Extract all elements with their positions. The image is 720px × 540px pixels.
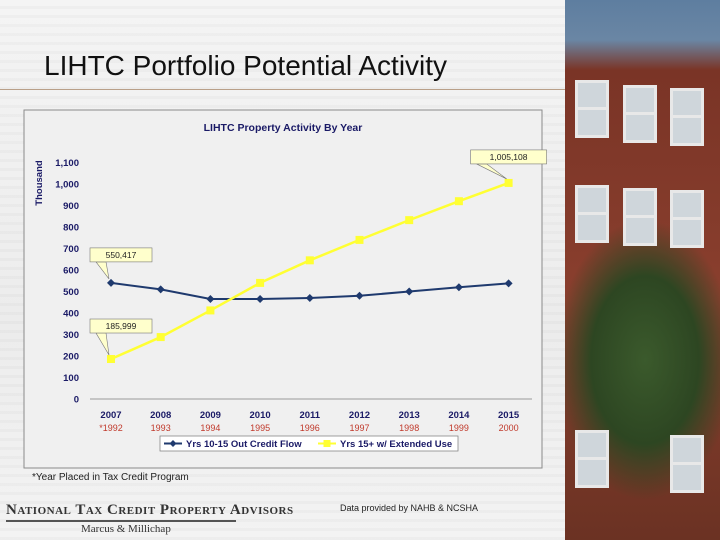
- y-tick-label: 1,100: [55, 158, 79, 169]
- slide-title: LIHTC Portfolio Potential Activity: [44, 50, 448, 81]
- data-point: [107, 355, 115, 364]
- callout-box: [89, 318, 153, 334]
- photo-window: [623, 188, 657, 246]
- y-tick-label: 600: [63, 266, 79, 277]
- x-tick-label: 2013: [399, 410, 420, 421]
- x-tick-label: 2012: [349, 410, 370, 421]
- x-secondary-label: 1994: [200, 423, 220, 433]
- data-point: [156, 333, 165, 342]
- x-secondary-label: 1998: [399, 423, 419, 433]
- legend-box: [159, 435, 459, 452]
- legend-marker: [323, 440, 331, 447]
- x-tick-label: 2010: [250, 410, 271, 421]
- data-point: [305, 293, 314, 302]
- legend-label: Yrs 15+ w/ Extended Use: [340, 439, 452, 450]
- callout-label: 1,005,108: [490, 152, 528, 162]
- data-point: [156, 285, 165, 294]
- annotations: 550,417 185,999 1,005,108: [89, 149, 547, 356]
- y-tick-label: 400: [63, 309, 79, 320]
- title-divider: [0, 89, 565, 90]
- y-axis: 0 100 200 300 400 500 600 700 800 900 1,000 1,100: [55, 158, 532, 406]
- x-secondary-label: 1997: [349, 423, 369, 433]
- photo-window: [670, 88, 704, 146]
- y-tick-label: 900: [63, 201, 79, 212]
- logo-name: National Tax Credit Property Advisors: [6, 502, 294, 518]
- data-point: [504, 178, 513, 187]
- data-point: [454, 197, 463, 206]
- legend: Yrs 10-15 Out Credit Flow Yrs 15+ w/ Exte…: [159, 435, 459, 452]
- photo-window: [670, 435, 704, 493]
- callout-box: [89, 247, 153, 263]
- series-group: [107, 178, 513, 364]
- data-point: [454, 283, 463, 292]
- footnote: *Year Placed in Tax Credit Program: [32, 472, 189, 483]
- photo-window: [670, 190, 704, 248]
- y-tick-label: 100: [63, 373, 79, 384]
- x-tick-label: 2009: [200, 410, 221, 421]
- photo-window: [623, 85, 657, 143]
- y-tick-label: 800: [63, 223, 79, 234]
- data-point: [405, 216, 414, 225]
- chart-frame: [23, 109, 543, 469]
- y-tick-label: 200: [63, 352, 79, 363]
- x-tick-label: 2008: [150, 410, 171, 421]
- x-tick-label: 2011: [299, 410, 320, 421]
- data-point: [355, 291, 364, 300]
- x-tick-label: 2015: [498, 410, 520, 421]
- y-tick-label: 1,000: [55, 180, 79, 191]
- data-point: [256, 295, 265, 304]
- y-axis-label: Thousand: [34, 160, 45, 206]
- x-axis: 2007 *1992 2008 1993 2009 1994 2010 1995 2011 199…: [99, 410, 520, 433]
- building-photo: [565, 0, 720, 540]
- y-tick-label: 0: [74, 395, 79, 406]
- x-secondary-label: 1995: [250, 423, 270, 433]
- company-logo: National Tax Credit Property Advisors Ma…: [6, 502, 294, 538]
- x-secondary-label: 1996: [300, 423, 320, 433]
- data-point: [107, 278, 115, 287]
- legend-label: Yrs 10-15 Out Credit Flow: [186, 439, 302, 450]
- data-point: [355, 235, 364, 244]
- data-point: [206, 306, 215, 315]
- photo-window: [575, 185, 609, 243]
- x-secondary-label: 1993: [151, 423, 171, 433]
- photo-window: [575, 80, 609, 138]
- data-point: [405, 287, 414, 296]
- x-secondary-label: 2000: [499, 423, 519, 433]
- logo-rule: [6, 520, 236, 522]
- x-tick-label: 2014: [448, 410, 470, 421]
- y-tick-label: 500: [63, 287, 79, 298]
- callout-label: 185,999: [106, 321, 137, 331]
- photo-window: [575, 430, 609, 488]
- callout-label: 550,417: [106, 250, 137, 260]
- data-point: [305, 256, 314, 265]
- x-secondary-label: *1992: [99, 423, 123, 433]
- x-tick-label: 2007: [100, 410, 121, 421]
- data-point: [206, 295, 215, 304]
- data-point: [504, 279, 513, 288]
- data-credit: Data provided by NAHB & NCSHA: [340, 503, 479, 513]
- legend-marker: [169, 440, 177, 447]
- y-tick-label: 300: [63, 330, 79, 341]
- data-point: [256, 278, 265, 287]
- x-secondary-label: 1999: [449, 423, 469, 433]
- y-tick-label: 700: [63, 244, 79, 255]
- logo-subname: Marcus & Millichap: [81, 523, 171, 535]
- chart-title: LIHTC Property Activity By Year: [204, 122, 363, 134]
- callout-box: [470, 149, 547, 165]
